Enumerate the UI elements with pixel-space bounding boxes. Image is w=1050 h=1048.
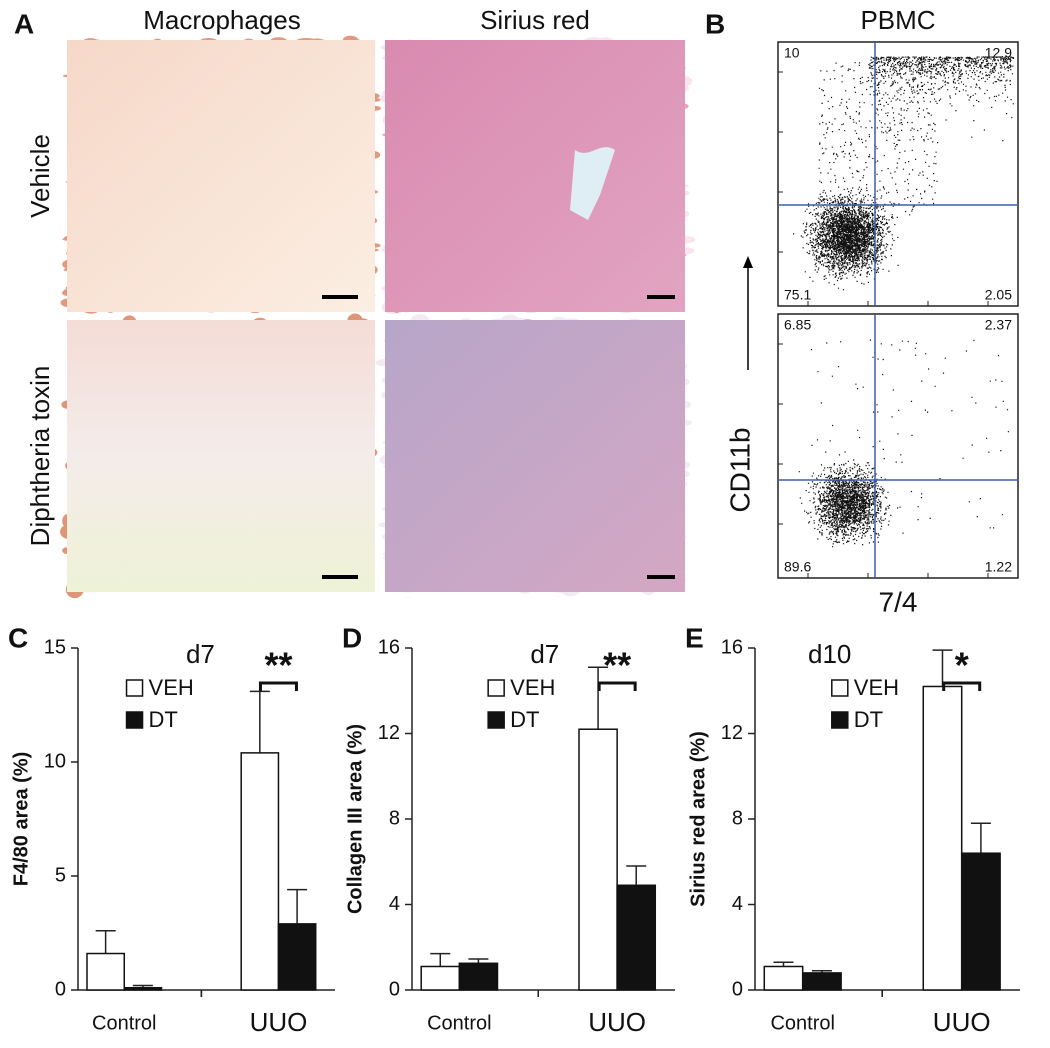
significance-bracket (942, 681, 982, 691)
quadrant-percent: 6.85 (784, 317, 811, 333)
x-tick-label: UUO (588, 1007, 646, 1037)
bar (458, 962, 499, 991)
quadrant-percent: 89.6 (784, 559, 811, 575)
micrograph (67, 40, 375, 312)
bar (616, 884, 657, 991)
legend-label: DT (149, 707, 178, 732)
micrograph (67, 320, 375, 592)
legend-swatch (125, 679, 144, 697)
legend-label: DT (510, 707, 539, 732)
y-tick-label: 10 (44, 750, 66, 772)
row-title: Diphtheria toxin (25, 366, 55, 547)
significance: ** (264, 645, 292, 686)
significance: ** (603, 645, 631, 686)
column-title: Sirius red (480, 5, 590, 35)
axis-arrow (743, 256, 753, 268)
quadrant-percent: 75.1 (784, 287, 811, 303)
x-tick-label: Control (427, 1012, 491, 1034)
period-label: d7 (530, 639, 559, 669)
axis-title: 7/4 (879, 586, 918, 617)
column-title: Macrophages (143, 5, 301, 35)
bar (763, 965, 804, 991)
axis-title: CD11b (724, 427, 755, 512)
dot-plot: 6.85 2.37 89.6 1.22 (777, 313, 1019, 579)
bar (123, 986, 163, 991)
bar (578, 728, 618, 991)
y-tick-label: 12 (721, 722, 743, 744)
significance-bracket (258, 681, 298, 691)
plot-title: PBMC (860, 5, 935, 35)
x-tick-label: Control (92, 1012, 156, 1034)
event-dots (798, 339, 1009, 548)
plot-frame (777, 313, 1019, 579)
bar (420, 965, 461, 991)
y-tick-label: 15 (44, 636, 66, 658)
y-tick-label: 4 (389, 893, 400, 915)
micrograph (385, 320, 685, 592)
quadrant-percent: 12.9 (985, 45, 1012, 61)
event-dots (793, 56, 1015, 291)
y-tick-label: 8 (732, 807, 743, 829)
legend-label: VEH (510, 675, 555, 700)
panel-label: B (705, 8, 725, 39)
panel-label: E (685, 622, 704, 653)
y-tick-label: 16 (721, 636, 743, 658)
axis-title: Sirius red area (%) (687, 731, 709, 907)
legend-swatch (831, 679, 849, 697)
legend-label: VEH (854, 675, 899, 700)
y-tick-label: 12 (378, 722, 400, 744)
panel-label: C (8, 622, 28, 653)
y-tick-label: 8 (389, 807, 400, 829)
period-label: d10 (808, 639, 851, 669)
y-tick-label: 0 (55, 978, 66, 1000)
bar (277, 923, 317, 991)
x-tick-label: UUO (250, 1007, 308, 1037)
bar (240, 752, 280, 991)
period-label: d7 (186, 639, 215, 669)
axis-title: F4/80 area (%) (10, 752, 32, 887)
legend-swatch (487, 711, 505, 729)
panel-label: A (14, 8, 34, 39)
legend-swatch (831, 711, 849, 729)
dot-plot: 10 12.9 75.1 2.05 (777, 41, 1019, 307)
bar (922, 685, 963, 991)
bar (801, 972, 842, 991)
bar (960, 852, 1001, 991)
y-tick-label: 0 (389, 978, 400, 1000)
y-tick-label: 4 (732, 893, 743, 915)
micrograph (385, 40, 685, 312)
legend-swatch (125, 711, 144, 729)
micrographs (60, 35, 696, 599)
panel-label: D (342, 622, 362, 653)
y-tick-label: 5 (55, 864, 66, 886)
significance: * (955, 645, 969, 686)
vessel (570, 147, 615, 220)
legend-label: DT (854, 707, 883, 732)
x-tick-label: Control (770, 1012, 834, 1034)
y-tick-label: 16 (378, 636, 400, 658)
legend-swatch (487, 679, 505, 697)
y-tick-label: 0 (732, 978, 743, 1000)
scale-bars (322, 295, 675, 579)
bar (86, 952, 126, 991)
quadrant-percent: 1.22 (985, 559, 1012, 575)
quadrant-percent: 2.37 (985, 317, 1012, 333)
quadrant-percent: 10 (784, 45, 800, 61)
significance-bracket (597, 681, 637, 691)
plot-frame (777, 41, 1019, 307)
axis-title: Collagen III area (%) (344, 724, 366, 914)
quadrant-percent: 2.05 (985, 287, 1012, 303)
x-tick-label: UUO (933, 1007, 991, 1037)
row-title: Vehicle (25, 134, 55, 218)
legend-label: VEH (149, 675, 194, 700)
